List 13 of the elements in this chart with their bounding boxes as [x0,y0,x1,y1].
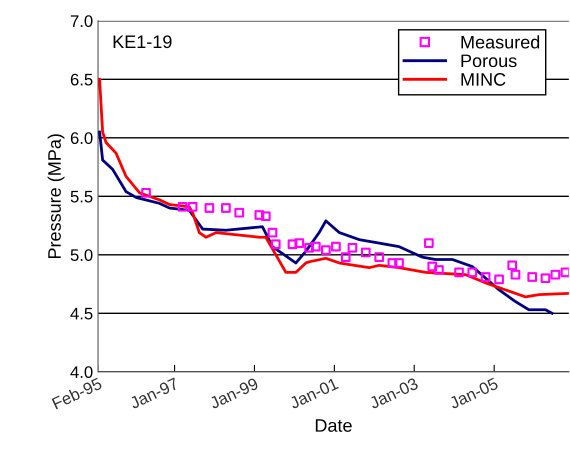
y-tick-label: 5.0 [70,249,93,262]
legend-label: Measured [461,35,540,49]
y-tick-label: 6.5 [70,74,92,86]
y-tick-label: 7.0 [70,15,93,28]
y-axis-title: Pressure (MPa) [48,134,64,258]
legend-label: Porous [461,54,517,68]
y-tick-label: 6.0 [70,132,93,144]
legend-label: MINC [461,73,506,86]
annotation: KE1-19 [114,35,172,48]
y-tick-label: 5.5 [70,190,92,203]
x-axis-title: Date [316,419,352,432]
y-tick-label: 4.0 [70,366,93,378]
y-tick-label: 4.5 [70,308,92,320]
